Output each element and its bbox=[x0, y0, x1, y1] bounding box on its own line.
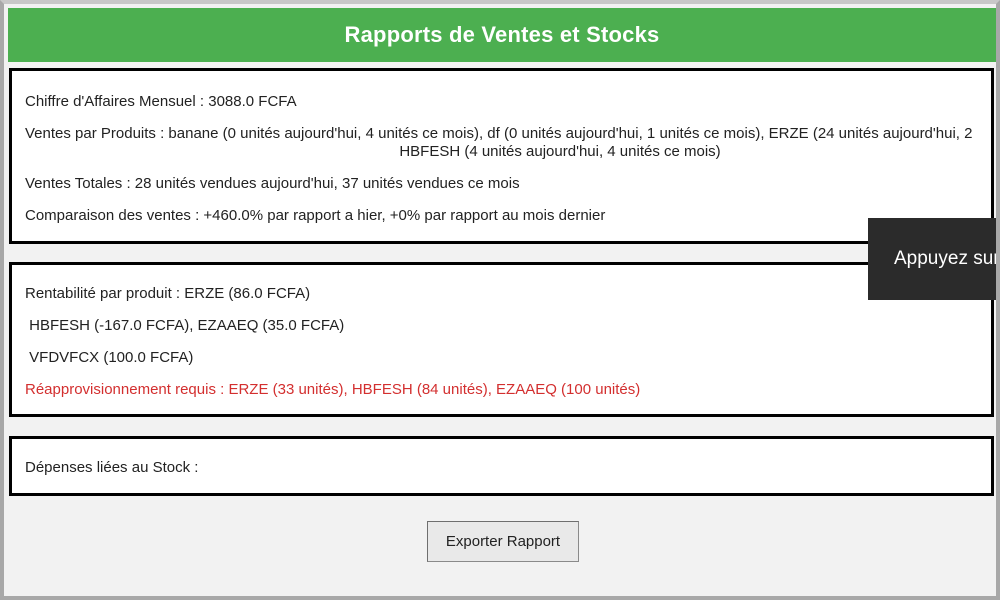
export-report-button[interactable]: Exporter Rapport bbox=[427, 521, 579, 562]
toast-notification: Appuyez sur bbox=[868, 218, 1000, 300]
profitability-line-1: Rentabilité par produit : ERZE (86.0 FCF… bbox=[25, 285, 311, 302]
sales-by-product-text: Ventes par Produits : banane (0 unités a… bbox=[25, 125, 991, 161]
profitability-line-3: VFDVFCX (100.0 FCFA) bbox=[25, 349, 194, 366]
profitability-line-2: HBFESH (-167.0 FCFA), EZAAEQ (35.0 FCFA) bbox=[25, 317, 345, 334]
page-title: Rapports de Ventes et Stocks bbox=[8, 8, 996, 62]
stock-expenses-panel: Dépenses liées au Stock : bbox=[9, 436, 994, 496]
sales-comparison-text: Comparaison des ventes : +460.0% par rap… bbox=[25, 207, 606, 224]
toast-text: Appuyez sur bbox=[894, 248, 1000, 269]
restock-required-text: Réapprovisionnement requis : ERZE (33 un… bbox=[25, 381, 641, 398]
total-sales-text: Ventes Totales : 28 unités vendues aujou… bbox=[25, 175, 520, 192]
sales-summary-panel: Chiffre d'Affaires Mensuel : 3088.0 FCFA… bbox=[9, 68, 994, 244]
sales-by-product-line-1: Ventes par Produits : banane (0 unités a… bbox=[25, 125, 973, 142]
monthly-revenue-text: Chiffre d'Affaires Mensuel : 3088.0 FCFA bbox=[25, 93, 297, 110]
page-title-text: Rapports de Ventes et Stocks bbox=[344, 22, 660, 47]
sales-by-product-line-2: HBFESH (4 unités aujourd'hui, 4 unités c… bbox=[399, 143, 721, 160]
stock-expenses-label: Dépenses liées au Stock : bbox=[25, 459, 199, 476]
profitability-panel: Rentabilité par produit : ERZE (86.0 FCF… bbox=[9, 262, 994, 417]
